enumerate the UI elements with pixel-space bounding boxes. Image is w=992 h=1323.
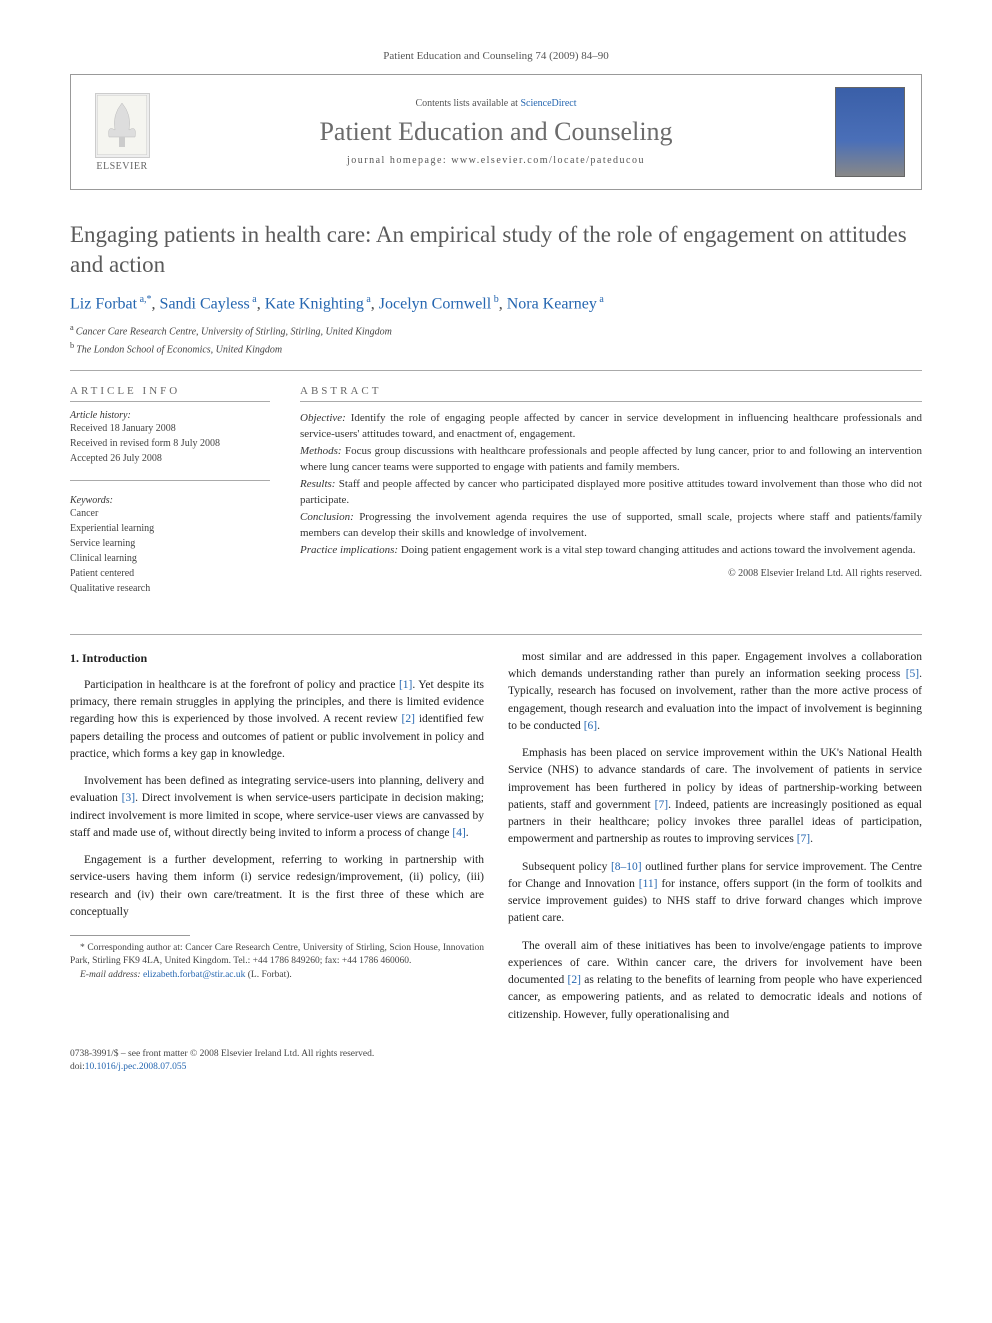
author-affil-sup: a,* bbox=[137, 294, 151, 305]
abstract-heading: ABSTRACT bbox=[300, 385, 922, 402]
authors-list: Liz Forbat a,*, Sandi Cayless a, Kate Kn… bbox=[70, 294, 922, 313]
doi-line: doi:10.1016/j.pec.2008.07.055 bbox=[70, 1061, 922, 1074]
author-link[interactable]: Nora Kearney bbox=[507, 295, 597, 312]
reference-link[interactable]: [2] bbox=[568, 974, 581, 986]
homepage-url: www.elsevier.com/locate/pateducou bbox=[451, 155, 645, 166]
body-left-column: 1. Introduction Participation in healthc… bbox=[70, 649, 484, 1034]
keyword-line: Cancer bbox=[70, 506, 270, 521]
corresponding-author-footnote: * Corresponding author at: Cancer Care R… bbox=[70, 942, 484, 969]
journal-header-box: ELSEVIER Contents lists available at Sci… bbox=[70, 74, 922, 190]
reference-link[interactable]: [3] bbox=[122, 792, 135, 804]
author-affil-sup: b bbox=[491, 294, 499, 305]
header-center: Contents lists available at ScienceDirec… bbox=[173, 98, 819, 166]
abstract-text: Objective: Identify the role of engaging… bbox=[300, 410, 922, 559]
results-label: Results: bbox=[300, 478, 335, 490]
history-line: Received in revised form 8 July 2008 bbox=[70, 436, 270, 451]
body-paragraph: Emphasis has been placed on service impr… bbox=[508, 745, 922, 849]
practice-text: Doing patient engagement work is a vital… bbox=[401, 544, 916, 556]
homepage-line: journal homepage: www.elsevier.com/locat… bbox=[173, 155, 819, 166]
keyword-line: Experiential learning bbox=[70, 521, 270, 536]
email-link[interactable]: elizabeth.forbat@stir.ac.uk bbox=[143, 970, 245, 980]
keyword-line: Service learning bbox=[70, 536, 270, 551]
reference-link[interactable]: [11] bbox=[639, 878, 658, 890]
email-footnote: E-mail address: elizabeth.forbat@stir.ac… bbox=[70, 969, 484, 982]
reference-link[interactable]: [7] bbox=[655, 799, 668, 811]
body-paragraph: The overall aim of these initiatives has… bbox=[508, 938, 922, 1024]
reference-link[interactable]: [5] bbox=[906, 668, 919, 680]
methods-label: Methods: bbox=[300, 445, 342, 457]
author-affil-sup: a bbox=[597, 294, 604, 305]
affiliation-line: a Cancer Care Research Centre, Universit… bbox=[70, 323, 922, 337]
elsevier-tree-icon bbox=[95, 93, 150, 158]
sciencedirect-link[interactable]: ScienceDirect bbox=[520, 98, 576, 109]
email-label: E-mail address: bbox=[80, 970, 141, 980]
reference-link[interactable]: [2] bbox=[402, 713, 415, 725]
article-title: Engaging patients in health care: An emp… bbox=[70, 220, 922, 280]
divider bbox=[70, 370, 922, 371]
practice-label: Practice implications: bbox=[300, 544, 398, 556]
email-name: (L. Forbat). bbox=[248, 970, 292, 980]
history-line: Received 18 January 2008 bbox=[70, 421, 270, 436]
keyword-line: Clinical learning bbox=[70, 551, 270, 566]
abstract-column: ABSTRACT Objective: Identify the role of… bbox=[300, 385, 922, 610]
body-paragraph: Engagement is a further development, ref… bbox=[70, 852, 484, 921]
body-paragraph: Subsequent policy [8–10] outlined furthe… bbox=[508, 859, 922, 928]
contents-prefix: Contents lists available at bbox=[415, 98, 520, 109]
journal-name: Patient Education and Counseling bbox=[173, 117, 819, 147]
doi-link[interactable]: 10.1016/j.pec.2008.07.055 bbox=[85, 1062, 187, 1072]
conclusion-label: Conclusion: bbox=[300, 511, 354, 523]
abstract-copyright: © 2008 Elsevier Ireland Ltd. All rights … bbox=[300, 568, 922, 579]
footnote-divider bbox=[70, 935, 190, 936]
reference-link[interactable]: [4] bbox=[452, 827, 465, 839]
divider-body bbox=[70, 634, 922, 635]
section-heading: 1. Introduction bbox=[70, 649, 484, 667]
body-right-column: most similar and are addressed in this p… bbox=[508, 649, 922, 1034]
results-text: Staff and people affected by cancer who … bbox=[300, 478, 922, 507]
article-info-column: ARTICLE INFO Article history: Received 1… bbox=[70, 385, 270, 610]
affiliation-line: b The London School of Economics, United… bbox=[70, 341, 922, 355]
body-columns: 1. Introduction Participation in healthc… bbox=[70, 649, 922, 1034]
article-history-block: Article history: Received 18 January 200… bbox=[70, 410, 270, 466]
page-container: Patient Education and Counseling 74 (200… bbox=[0, 0, 992, 1124]
info-divider bbox=[70, 480, 270, 481]
keywords-block: Keywords: CancerExperiential learningSer… bbox=[70, 495, 270, 596]
elsevier-label: ELSEVIER bbox=[96, 161, 147, 172]
body-paragraph: most similar and are addressed in this p… bbox=[508, 649, 922, 735]
history-label: Article history: bbox=[70, 410, 270, 421]
reference-link[interactable]: [8–10] bbox=[611, 861, 642, 873]
issn-line: 0738-3991/$ – see front matter © 2008 El… bbox=[70, 1048, 922, 1061]
page-footer: 0738-3991/$ – see front matter © 2008 El… bbox=[70, 1048, 922, 1075]
corr-label: * Corresponding author at: bbox=[80, 943, 183, 953]
author-link[interactable]: Jocelyn Cornwell bbox=[379, 295, 491, 312]
objective-text: Identify the role of engaging people aff… bbox=[300, 412, 922, 441]
objective-label: Objective: bbox=[300, 412, 346, 424]
author-link[interactable]: Liz Forbat bbox=[70, 295, 137, 312]
methods-text: Focus group discussions with healthcare … bbox=[300, 445, 922, 474]
body-paragraph: Involvement has been defined as integrat… bbox=[70, 773, 484, 842]
body-paragraph: Participation in healthcare is at the fo… bbox=[70, 677, 484, 763]
history-line: Accepted 26 July 2008 bbox=[70, 451, 270, 466]
author-affil-sup: a bbox=[250, 294, 257, 305]
keyword-line: Qualitative research bbox=[70, 581, 270, 596]
journal-reference: Patient Education and Counseling 74 (200… bbox=[70, 50, 922, 62]
author-link[interactable]: Kate Knighting bbox=[265, 295, 364, 312]
keywords-label: Keywords: bbox=[70, 495, 270, 506]
corr-tel: Tel.: +44 1786 849260; fax: +44 1786 460… bbox=[233, 956, 411, 966]
article-info-heading: ARTICLE INFO bbox=[70, 385, 270, 402]
contents-available-line: Contents lists available at ScienceDirec… bbox=[173, 98, 819, 109]
info-abstract-row: ARTICLE INFO Article history: Received 1… bbox=[70, 385, 922, 610]
author-link[interactable]: Sandi Cayless bbox=[160, 295, 250, 312]
keyword-line: Patient centered bbox=[70, 566, 270, 581]
journal-cover-thumbnail bbox=[835, 87, 905, 177]
doi-label: doi: bbox=[70, 1062, 85, 1072]
elsevier-logo: ELSEVIER bbox=[87, 90, 157, 175]
author-affil-sup: a bbox=[364, 294, 371, 305]
reference-link[interactable]: [1] bbox=[399, 679, 412, 691]
reference-link[interactable]: [7] bbox=[797, 833, 810, 845]
reference-link[interactable]: [6] bbox=[584, 720, 597, 732]
conclusion-text: Progressing the involvement agenda requi… bbox=[300, 511, 922, 540]
homepage-prefix: journal homepage: bbox=[347, 155, 451, 166]
affiliations: a Cancer Care Research Centre, Universit… bbox=[70, 323, 922, 356]
